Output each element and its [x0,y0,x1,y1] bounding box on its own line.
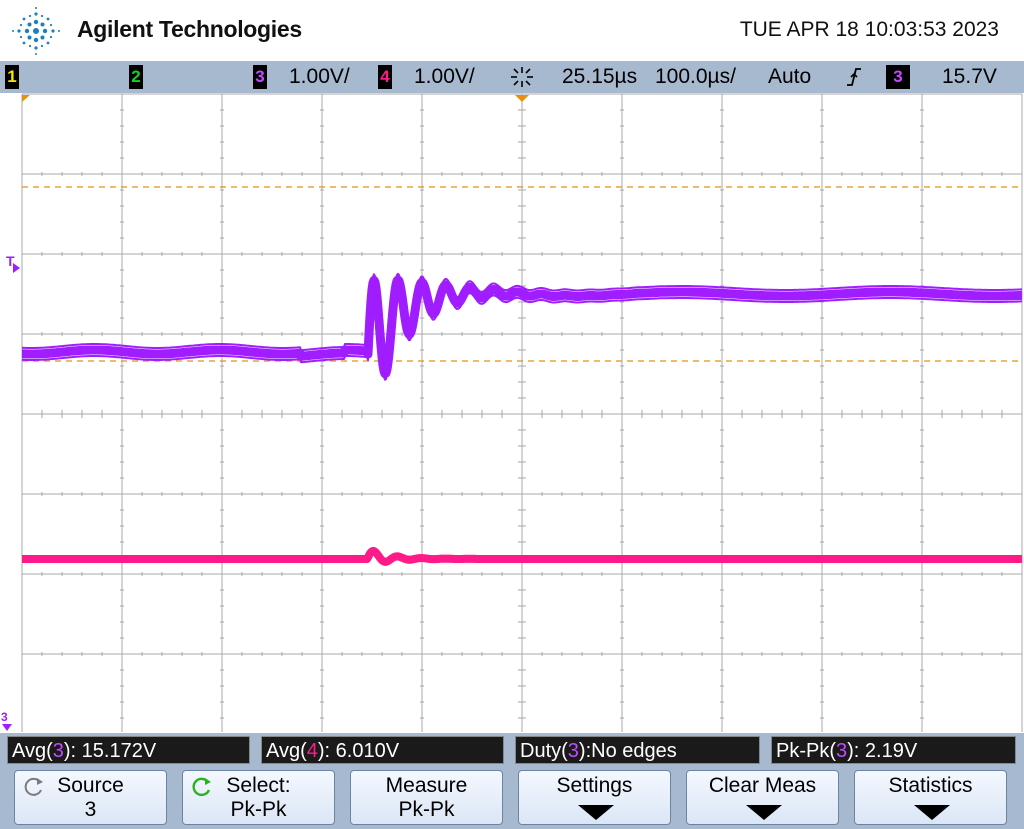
measurement-channel: 3 [52,740,64,762]
select-softkey[interactable]: Select: Pk-Pk [182,770,335,825]
status-line: 1 2 3 1.00V/ 4 1.00V/ 25.15µs 100.0µs/ A… [0,61,1024,93]
softkey-bar: Source 3 Select: Pk-Pk Measure Pk-Pk Set… [0,766,1024,829]
channel-3-scale: 1.00V/ [289,65,350,88]
measurement-value: ): 6.010V [317,740,400,762]
measurement-label: Pk-Pk( [776,740,836,762]
channel-3-waveform-envelope [18,275,1024,379]
measurement-value: ):No edges [578,740,677,762]
timebase-scale: 100.0µs/ [655,65,736,88]
measurement-avg-ch3: Avg(3): 15.172V [7,736,250,764]
trigger-source-number: 3 [893,67,903,86]
measurement-label: Avg( [266,740,307,762]
title-bar: Agilent Technologies TUE APR 18 10:03:53… [0,0,1024,61]
channel-4-waveform-trace [22,547,1022,560]
rotate-knob-icon [192,777,211,797]
softkey-label: Clear Meas [708,774,817,797]
settings-softkey[interactable]: Settings [518,770,671,825]
time-ref-marker [515,95,529,102]
channel-4-waveform-envelope [19,547,1024,566]
graticule: T3 [1,93,1024,732]
softkey-label: Source [57,774,124,797]
softkey-value: Pk-Pk [398,798,455,821]
agilent-spark-logo-icon [12,7,60,55]
channel-3-ground-marker-label: 3 [1,710,8,724]
softkey-label: Select: [226,774,291,797]
softkey-value: Pk-Pk [230,798,287,821]
trigger-level: 15.7V [942,65,997,88]
measurement-value: ): 2.19V [847,740,918,762]
softkey-label: Measure [385,774,468,797]
measurement-label: Duty( [520,740,568,762]
horizontal-delay: 25.15µs [562,65,638,88]
channel-4-indicator[interactable]: 4 [378,65,392,89]
submenu-arrow-icon [578,805,614,820]
trigger-level-marker-icon [13,263,20,273]
measurement-channel: 3 [567,740,579,762]
channel-3-waveform-trace [22,284,1022,381]
clear-meas-softkey[interactable]: Clear Meas [686,770,839,825]
trigger-mode: Auto [768,65,812,88]
channel-2-number: 2 [131,67,141,86]
measurement-channel: 4 [306,740,318,762]
channel-3-indicator[interactable]: 3 [253,65,267,89]
trigger-ref-marker [22,95,30,102]
submenu-arrow-icon [914,805,950,820]
source-softkey[interactable]: Source 3 [14,770,167,825]
trigger-source-indicator[interactable]: 3 [886,65,910,89]
channel-4-scale: 1.00V/ [414,65,475,88]
softkey-value: 3 [84,798,97,821]
rotate-knob-icon [24,777,43,796]
measurement-label: Avg( [12,740,53,762]
rising-edge-trigger-icon [847,68,861,86]
date-time: TUE APR 18 10:03:53 2023 [739,18,999,41]
channel-3-waveform-trace [22,272,1022,369]
measurement-channel: 3 [836,740,848,762]
delay-icon [511,67,533,87]
channel-2-indicator[interactable]: 2 [129,65,143,89]
submenu-arrow-icon [746,805,782,820]
measurement-value: ): 15.172V [63,740,157,762]
measurement-pkpk-ch3: Pk-Pk(3): 2.19V [771,736,1016,764]
measurement-avg-ch4: Avg(4): 6.010V [261,736,504,764]
trigger-level-marker-label: T [6,253,15,269]
channel-1-indicator[interactable]: 1 [5,65,19,89]
softkey-label: Statistics [888,774,973,797]
measurement-duty-ch3: Duty(3):No edges [515,736,760,764]
channel-3-number: 3 [255,67,265,86]
statistics-softkey[interactable]: Statistics [854,770,1007,825]
softkey-label: Settings [556,774,633,797]
channel-4-number: 4 [380,67,390,86]
measure-softkey[interactable]: Measure Pk-Pk [350,770,503,825]
brand-name: Agilent Technologies [77,16,302,42]
measurement-bar: Avg(3): 15.172V Avg(4): 6.010V Duty(3):N… [0,733,1024,766]
channel-1-number: 1 [7,67,17,86]
channel-3-ground-marker-icon [2,724,12,731]
